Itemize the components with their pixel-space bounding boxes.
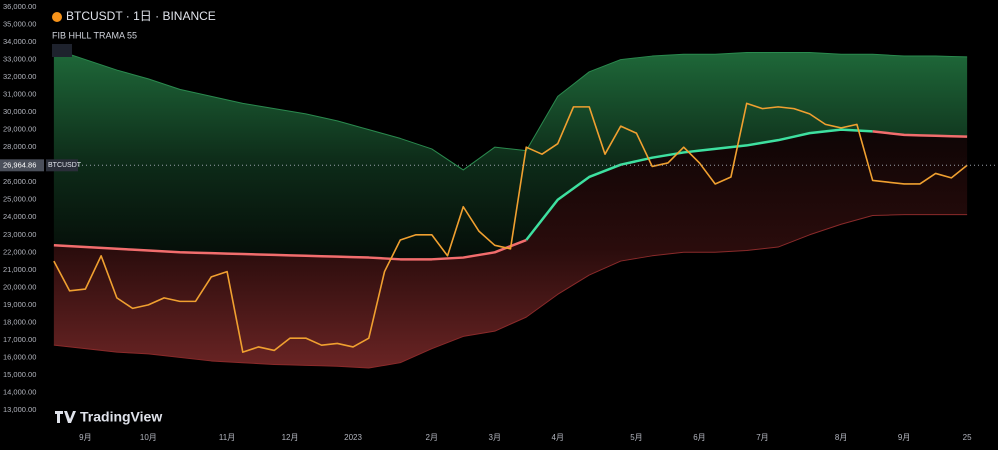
logo-icon: [55, 411, 76, 423]
upper-band-fill: [53, 49, 968, 260]
symbol-icon: [52, 12, 62, 22]
chart-title: BTCUSDT · 1日 · BINANCE: [66, 9, 216, 23]
y-tick-label: 22,000.00: [3, 247, 36, 256]
indicator-name: FIB HHLL TRAMA 55: [52, 30, 137, 40]
y-tick-label: 32,000.00: [3, 72, 36, 81]
x-tick-label: 9月: [898, 433, 910, 442]
y-tick-label: 35,000.00: [3, 20, 36, 29]
symbol-tag-box: [46, 159, 78, 172]
x-tick-label: 2月: [426, 433, 438, 442]
x-tick-label: 12月: [282, 433, 299, 442]
band-line: [53, 130, 968, 261]
x-tick-label: 11月: [219, 433, 235, 442]
y-tick-label: 36,000.00: [3, 2, 36, 11]
x-tick-label: 2023: [344, 433, 362, 442]
y-tick-label: 16,000.00: [3, 352, 36, 361]
marks: [53, 48, 968, 369]
last-price-box: [0, 159, 44, 172]
x-tick-label: 5月: [630, 433, 642, 442]
indicator-toggle[interactable]: [52, 44, 72, 57]
y-tick-label: 24,000.00: [3, 212, 36, 221]
y-tick-label: 25,000.00: [3, 195, 36, 204]
logo-text: TradingView: [80, 409, 162, 425]
y-tick-label: 31,000.00: [3, 90, 36, 99]
x-tick-label: 25: [963, 433, 972, 442]
y-tick-label: 28,000.00: [3, 142, 36, 151]
y-tick-label: 29,000.00: [3, 125, 36, 134]
y-tick-label: 19,000.00: [3, 300, 36, 309]
y-tick-label: 15,000.00: [3, 370, 36, 379]
price-line: [53, 102, 968, 353]
x-tick-label: 6月: [693, 433, 705, 442]
y-tick-label: 18,000.00: [3, 317, 36, 326]
y-tick-label: 21,000.00: [3, 265, 36, 274]
band-line: [525, 128, 873, 241]
y-tick-label: 17,000.00: [3, 335, 36, 344]
last-price-label: 26,964.86: [3, 160, 36, 169]
y-tick-label: 23,000.00: [3, 230, 36, 239]
band-line: [53, 48, 968, 171]
x-tick-label: 7月: [756, 433, 768, 442]
y-tick-label: 30,000.00: [3, 107, 36, 116]
y-tick-label: 26,000.00: [3, 177, 36, 186]
y-tick-label: 34,000.00: [3, 37, 36, 46]
symbol-tag: BTCUSDT: [48, 162, 82, 169]
y-tick-label: 20,000.00: [3, 282, 36, 291]
band-line: [53, 214, 968, 369]
y-tick-label: 14,000.00: [3, 387, 36, 396]
y-tick-label: 33,000.00: [3, 55, 36, 64]
x-tick-label: 3月: [489, 433, 501, 442]
x-tick-label: 10月: [140, 433, 157, 442]
x-tick-label: 8月: [835, 433, 847, 442]
x-tick-label: 4月: [552, 433, 564, 442]
x-tick-label: 9月: [79, 433, 91, 442]
y-tick-label: 13,000.00: [3, 405, 36, 414]
